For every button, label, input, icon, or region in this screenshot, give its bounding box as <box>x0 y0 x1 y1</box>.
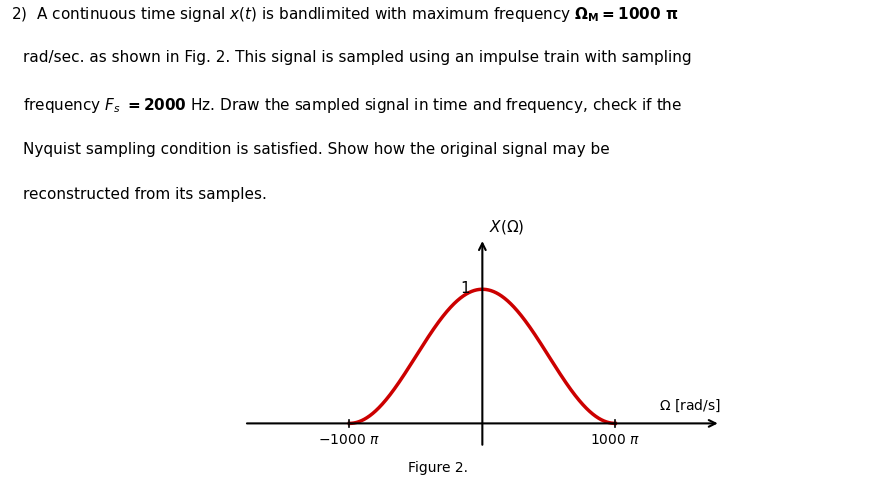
Text: $1$: $1$ <box>460 280 470 296</box>
Text: $\Omega$ [rad/s]: $\Omega$ [rad/s] <box>659 398 721 414</box>
Text: rad/sec. as shown in Fig. 2. This signal is sampled using an impulse train with : rad/sec. as shown in Fig. 2. This signal… <box>23 51 691 65</box>
Text: $1000\ \pi$: $1000\ \pi$ <box>590 433 640 447</box>
Text: 2)  A continuous time signal $\bf{\mathit{x(t)}}$ is bandlimited with maximum fr: 2) A continuous time signal $\bf{\mathit… <box>11 5 679 24</box>
Text: frequency $\mathbf{\mathit{F_s}}$ $\mathbf{= 2000}$ Hz. Draw the sampled signal : frequency $\mathbf{\mathit{F_s}}$ $\math… <box>23 96 682 115</box>
Text: reconstructed from its samples.: reconstructed from its samples. <box>23 187 267 202</box>
Text: $X(\Omega)$: $X(\Omega)$ <box>488 218 524 236</box>
Text: Figure 2.: Figure 2. <box>409 461 468 475</box>
Text: $-1000\ \pi$: $-1000\ \pi$ <box>318 433 381 447</box>
Text: Nyquist sampling condition is satisfied. Show how the original signal may be: Nyquist sampling condition is satisfied.… <box>23 142 610 157</box>
